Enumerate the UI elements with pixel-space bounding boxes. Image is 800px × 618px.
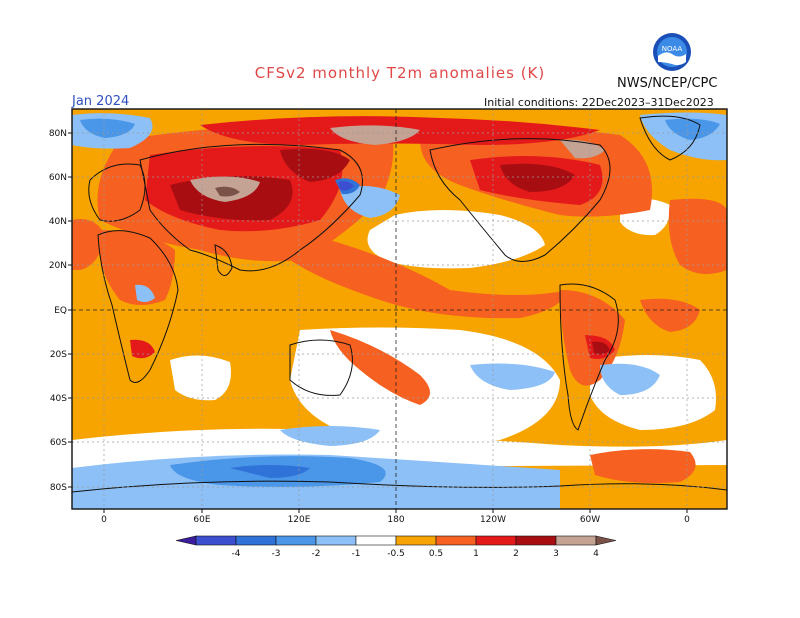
colorbar-arrow-left [175, 535, 197, 546]
agency-label: NWS/NCEP/CPC [617, 76, 718, 91]
neutral-north-pacific [367, 210, 545, 269]
map-frame [71, 108, 728, 510]
lon-label: 120E [288, 515, 311, 525]
extreme-himalaya [215, 186, 240, 197]
cold-antarctica-strong [230, 465, 310, 478]
outline-australia [289, 339, 353, 396]
cold-south-pacific [470, 363, 555, 390]
lon-labels: 0 60E 120E 180 120W 60W 0 [101, 515, 690, 525]
outline-greenland [639, 115, 701, 161]
very-hot-east-siberia [280, 148, 350, 182]
colorbar-label: 0.5 [429, 549, 443, 559]
lat-label: 40S [50, 394, 67, 404]
noaa-logo: NOAA [653, 33, 691, 71]
initial-conditions: Initial conditions: 22Dec2023–31Dec2023 [484, 96, 714, 109]
outline-antarctica [72, 480, 727, 493]
colorbar-label: -4 [232, 549, 241, 559]
colorbar-label: -1 [352, 549, 361, 559]
colorbar: -4 -3 -2 -1 -0.5 0.5 1 2 3 4 [175, 535, 617, 559]
lat-label: 80N [49, 129, 67, 139]
cold-kamchatka-core [338, 181, 354, 191]
colorbar-segment [315, 535, 357, 546]
very-hot-canada [500, 163, 575, 192]
very-hot-brazil [592, 341, 610, 355]
lat-label: 20N [49, 261, 67, 271]
lat-label: 80S [50, 483, 67, 493]
lat-label: EQ [54, 306, 67, 316]
outline-asia [139, 143, 363, 272]
cold-north-pacific [340, 186, 400, 218]
lon-label: 180 [387, 515, 404, 525]
lon-label: 60E [193, 515, 210, 525]
equator-dateline [72, 109, 727, 509]
lat-labels: 80N 60N 40N 20N EQ 20S 40S 60S 80S [49, 129, 67, 493]
colorbar-segment [435, 535, 477, 546]
lon-ticks [103, 509, 688, 513]
warm-antarctic-peninsula [590, 449, 696, 484]
outline-europe [88, 163, 146, 222]
colorbar-label: 3 [553, 549, 559, 559]
colorbar-label: -3 [272, 549, 281, 559]
noaa-logo-text: NOAA [662, 45, 683, 53]
neutral-indian-ocean [170, 355, 231, 401]
lon-label: 120W [480, 515, 506, 525]
warm-africa [99, 230, 175, 305]
warm-north-atlantic [668, 198, 727, 274]
colorbar-arrow-right [595, 535, 617, 546]
lat-label: 60N [49, 173, 67, 183]
cold-greenland-east-core [665, 118, 720, 140]
valid-month: Jan 2024 [72, 94, 130, 109]
map-title: CFSv2 monthly T2m anomalies (K) [254, 64, 546, 82]
lat-label: 40N [49, 217, 67, 227]
warm-band-tropical-pacific [290, 230, 570, 319]
outline-africa [97, 230, 179, 383]
warm-west-europe [72, 219, 105, 270]
lat-label: 20S [50, 350, 67, 360]
anomaly-field [72, 109, 727, 509]
colorbar-label: -0.5 [387, 549, 405, 559]
cold-tropical-atlantic [135, 284, 155, 303]
extreme-arctic [330, 125, 420, 145]
colorbar-segment [395, 535, 437, 546]
colorbar-label: 4 [593, 549, 599, 559]
lon-label: 0 [101, 515, 107, 525]
continent-outlines [72, 115, 727, 493]
colorbar-label: 1 [473, 549, 479, 559]
cold-southern-ocean-ring [280, 426, 380, 446]
warm-band-south-pacific [330, 330, 430, 405]
colorbar-label: 2 [513, 549, 519, 559]
outline-india [214, 244, 233, 276]
colorbar-segment [355, 535, 397, 546]
colorbar-segment [235, 535, 277, 546]
outline-north-america [429, 138, 611, 262]
colorbar-segment [475, 535, 517, 546]
colorbar-label: -2 [312, 549, 321, 559]
hot-africa [130, 339, 155, 359]
colorbar-segment [555, 535, 597, 546]
colorbar-segment [515, 535, 557, 546]
cold-south-atlantic [600, 363, 660, 395]
colorbar-segment [275, 535, 317, 546]
gridlines [72, 109, 727, 509]
lat-label: 60S [50, 438, 67, 448]
outline-south-america [559, 283, 619, 431]
colorbar-segment [195, 535, 237, 546]
lat-ticks [68, 132, 72, 488]
warm-south-atlantic-patch [640, 298, 700, 332]
lon-label: 0 [684, 515, 690, 525]
lon-label: 60W [580, 515, 600, 525]
